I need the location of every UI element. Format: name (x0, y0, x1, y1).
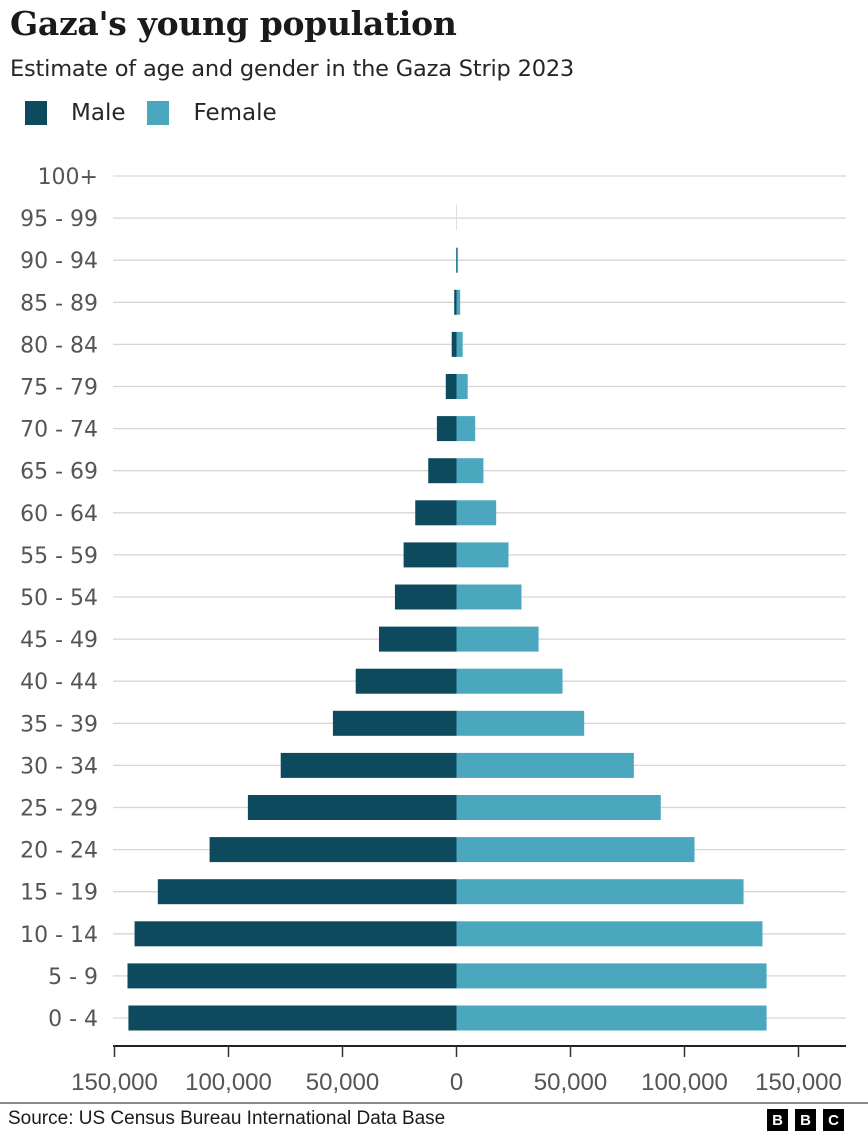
bar-female (456, 1005, 767, 1031)
population-pyramid-chart: 100+ 95 - 99 90 - 94 85 - 89 80 - 84 75 - 79 7… (20, 165, 846, 1096)
x-axis: 150,000 100,000 50,000 0 50,000 100,000 150,00… (71, 1045, 846, 1096)
chart-subtitle: Estimate of age and gender in the Gaza S… (10, 56, 575, 82)
bar-female (456, 289, 461, 315)
x-tick-label: 100,000 (185, 1069, 272, 1096)
bar-male (332, 710, 457, 736)
y-tick-label: 55 - 59 (20, 544, 98, 569)
legend-item-male: Male (25, 100, 125, 126)
bar-female (456, 542, 509, 568)
y-tick-label: 35 - 39 (20, 712, 98, 737)
legend: Male Female (25, 100, 299, 126)
bar-male (394, 584, 457, 610)
x-tick-label: 150,000 (71, 1069, 158, 1096)
x-tick-label: 0 (450, 1069, 463, 1096)
bar-male (209, 837, 457, 863)
y-tick-label: 0 - 4 (48, 1007, 98, 1032)
y-tick-label: 20 - 24 (20, 839, 98, 864)
bar-female (456, 837, 695, 863)
bar-female (456, 331, 463, 357)
bar-male (127, 963, 457, 989)
bar-male (247, 795, 457, 820)
bar-female (456, 752, 634, 778)
bar-female (456, 416, 476, 442)
x-tick-label: 50,000 (534, 1069, 607, 1096)
bar-female (456, 500, 497, 526)
legend-item-female: Female (147, 100, 277, 126)
bbc-logo: B B C (767, 1109, 851, 1131)
y-tick-label: 85 - 89 (20, 291, 98, 316)
y-tick-label: 50 - 54 (20, 586, 98, 611)
bbc-logo-letter: C (823, 1109, 844, 1131)
bar-female (456, 963, 767, 989)
bar-male (436, 416, 457, 442)
bar-male (355, 668, 457, 694)
y-tick-label: 70 - 74 (20, 418, 98, 443)
bar-male (403, 542, 457, 568)
y-tick-label: 60 - 64 (20, 502, 98, 527)
y-tick-label: 45 - 49 (20, 628, 98, 653)
y-tick-label: 65 - 69 (20, 460, 98, 485)
bar-female (456, 247, 459, 273)
bar-female (456, 668, 563, 694)
bar-male (451, 331, 457, 357)
footer-divider (0, 1102, 868, 1104)
bar-male (454, 289, 457, 315)
bars (127, 247, 767, 1031)
y-tick-label: 25 - 29 (20, 797, 98, 822)
bbc-logo-letter: B (795, 1109, 816, 1131)
bar-female (456, 879, 744, 905)
y-tick-label: 30 - 34 (20, 754, 98, 779)
bar-female (456, 626, 539, 652)
bar-male (134, 921, 457, 947)
bar-female (456, 710, 585, 736)
bar-male (445, 374, 457, 399)
bar-male (280, 752, 457, 778)
y-tick-label: 5 - 9 (48, 965, 98, 990)
legend-swatch-male (25, 101, 47, 125)
bar-male (128, 1005, 457, 1031)
bar-male (415, 500, 457, 526)
y-tick-label: 40 - 44 (20, 670, 98, 695)
x-tick-label: 50,000 (306, 1069, 379, 1096)
chart-title: Gaza's young population (10, 4, 457, 43)
bar-female (456, 458, 484, 484)
bar-female (456, 795, 661, 820)
x-tick-label: 150,000 (755, 1069, 842, 1096)
y-tick-label: 90 - 94 (20, 249, 98, 274)
y-tick-label: 10 - 14 (20, 923, 98, 948)
y-tick-label: 15 - 19 (20, 881, 98, 906)
bar-female (456, 584, 522, 610)
bar-female (456, 921, 763, 947)
bar-male (157, 879, 457, 905)
legend-swatch-female (147, 101, 170, 125)
y-tick-label: 80 - 84 (20, 333, 98, 358)
bar-male (378, 626, 457, 652)
x-tick-label: 100,000 (641, 1069, 728, 1096)
y-tick-label: 95 - 99 (20, 207, 98, 232)
y-tick-label: 75 - 79 (20, 376, 98, 401)
source-note: Source: US Census Bureau International D… (8, 1108, 446, 1129)
y-axis-labels: 100+ 95 - 99 90 - 94 85 - 89 80 - 84 75 - 79 7… (20, 165, 98, 1032)
bbc-logo-letter: B (767, 1109, 788, 1131)
bar-male (428, 458, 457, 484)
legend-label-female: Female (193, 100, 277, 126)
legend-label-male: Male (71, 100, 126, 126)
y-tick-label: 100+ (38, 165, 98, 190)
bar-female (456, 374, 468, 399)
